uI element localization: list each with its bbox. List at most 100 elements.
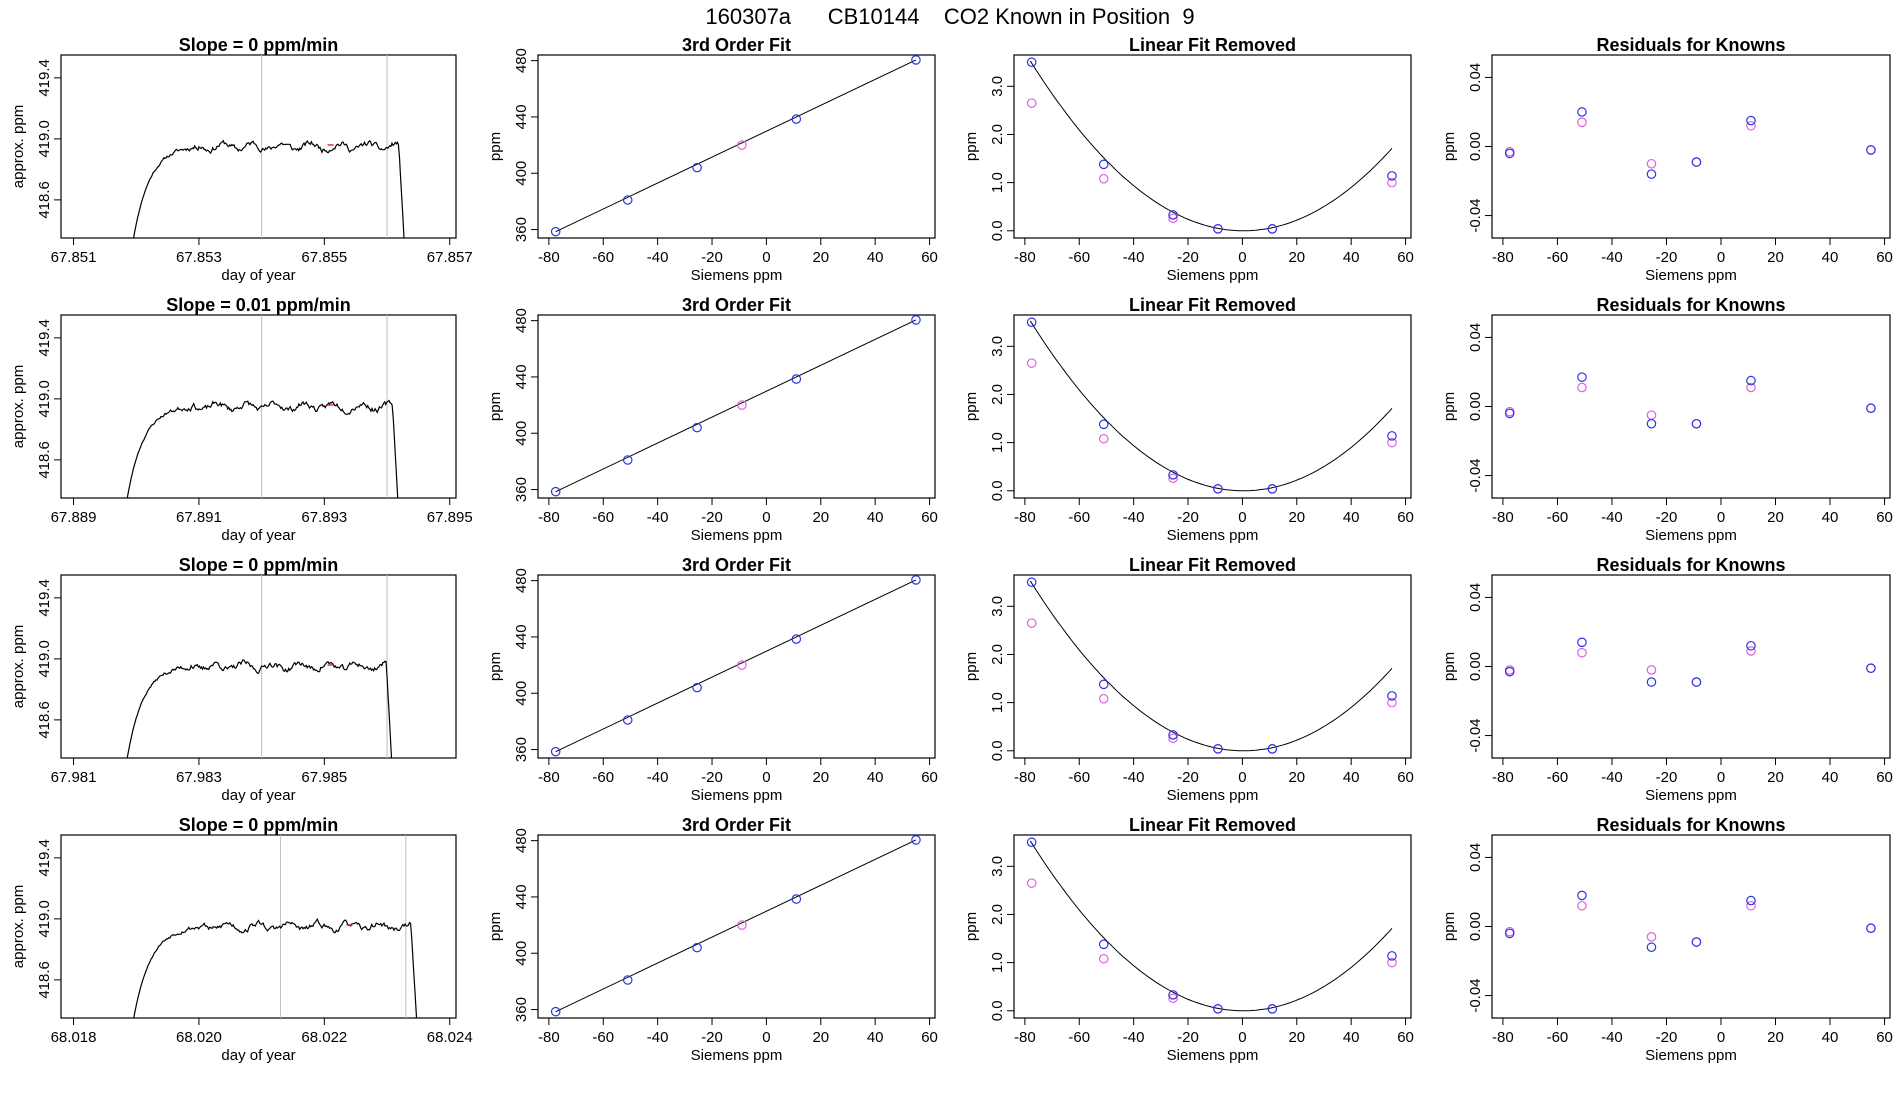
panel-r3-c3-point-magenta bbox=[1026, 618, 1037, 628]
panel-r2-c1-ylabel: approx. ppm bbox=[10, 365, 27, 448]
panel-r4-c1-xtick-label: 68.024 bbox=[427, 1029, 473, 1046]
panel-r2-c1-trace bbox=[126, 399, 399, 498]
panel-r2-c1-xtick-label: 67.889 bbox=[51, 509, 97, 526]
panel-r2-c3-ylabel: ppm bbox=[963, 392, 980, 421]
panel-r2-c2-ytick-label: 440 bbox=[513, 364, 530, 389]
panel-r4-c4-point-blue bbox=[1866, 923, 1876, 934]
panel-r1-c3-point-magenta bbox=[1168, 213, 1178, 224]
panel-r1-c1-ylabel: approx. ppm bbox=[10, 105, 27, 188]
panel-r3-c3-xtick-label: -40 bbox=[1123, 769, 1145, 786]
panel-r2-c4-point-blue bbox=[1577, 372, 1587, 382]
panel-r1-c1-xtick-label: 67.853 bbox=[176, 249, 222, 266]
panel-r3-c4-frame bbox=[1491, 574, 1891, 759]
panel-r2-c1-xlabel: day of year bbox=[221, 527, 295, 544]
panel-r1-c3-xtick-label: -60 bbox=[1068, 249, 1090, 266]
panel-r3-c4-xlabel: Siemens ppm bbox=[1645, 787, 1737, 804]
panel-r4-c3-xtick-label: -20 bbox=[1177, 1029, 1199, 1046]
panel-r1-c3-ylabel: ppm bbox=[963, 132, 980, 161]
panel-r3-c2-ytick-label: 360 bbox=[513, 737, 530, 762]
panel-r1-c2-xtick-label: 20 bbox=[812, 249, 829, 266]
panel-r3-c2-point-blue bbox=[622, 715, 633, 725]
panel-r3-c3-ylabel: ppm bbox=[963, 652, 980, 681]
panel-r3-c2-xtick-label: -20 bbox=[701, 769, 723, 786]
panel-r4-c1-ytick-label: 419.0 bbox=[36, 900, 53, 938]
panel-r2-c3-point-magenta bbox=[1387, 437, 1397, 448]
panel-r4-c4-ytick-label: -0.04 bbox=[1467, 978, 1484, 1012]
panel-r4-c2-xtick-label: 40 bbox=[867, 1029, 884, 1046]
panel-r1-c2-xlabel: Siemens ppm bbox=[691, 267, 783, 284]
panel-r4-c3-title: Linear Fit Removed bbox=[1129, 815, 1296, 835]
panel-r2-c3-point-blue bbox=[1098, 419, 1109, 430]
panel-r3-c2-point-blue bbox=[791, 634, 802, 644]
panel-r2-c4-frame bbox=[1491, 314, 1891, 499]
panel-r1-c3-point-magenta bbox=[1387, 177, 1397, 188]
panel-r3-c4-xtick-label: -40 bbox=[1601, 769, 1623, 786]
panel-r1-c2-ytick-label: 440 bbox=[513, 104, 530, 129]
panel-r1-c1-xtick-label: 67.855 bbox=[301, 249, 347, 266]
panel-r2-c3-point-magenta bbox=[1026, 358, 1037, 368]
panel-r2-c2-ytick-label: 480 bbox=[513, 308, 530, 333]
panel-r1-c1-trace bbox=[133, 139, 405, 238]
panel-r2-c2-xtick-label: -20 bbox=[701, 509, 723, 526]
panel-r3-c3-point-blue bbox=[1098, 679, 1109, 690]
panel-r1-c2-frame bbox=[537, 54, 936, 239]
panel-r4-c2-point-blue bbox=[791, 894, 802, 904]
panel-r2-c2-xtick-label: 60 bbox=[921, 509, 938, 526]
panel-r4-c2-ytick-label: 360 bbox=[513, 997, 530, 1022]
panel-r1-c4-ytick-label: -0.04 bbox=[1467, 198, 1484, 232]
panel-r4-c4-point-blue bbox=[1646, 942, 1657, 953]
panel-r1-c4-xtick-label: -20 bbox=[1656, 249, 1678, 266]
panel-r3-c4-ytick-label: -0.04 bbox=[1467, 718, 1484, 752]
panel-r4-c1-ytick-label: 418.6 bbox=[36, 961, 53, 999]
panel-r1-c3-ytick-label: 2.0 bbox=[989, 124, 1006, 145]
panel-r1-c2-point-magenta bbox=[737, 140, 747, 150]
panel-r1-c3-xtick-label: 0 bbox=[1238, 249, 1246, 266]
panel-r2-c4-ylabel: ppm bbox=[1441, 392, 1458, 421]
panel-r3-c1-trace bbox=[126, 659, 393, 758]
panel-r2-c4-ytick-label: 0.04 bbox=[1467, 323, 1484, 352]
panel-r1-c2-xtick-label: 40 bbox=[867, 249, 884, 266]
panel-r1-c2-point-blue bbox=[550, 226, 561, 237]
panel-r1-c2-ylabel: ppm bbox=[487, 132, 504, 161]
panel-r3-c3-frame bbox=[1013, 574, 1412, 759]
panel-r4-c1-ytick-label: 419.4 bbox=[36, 839, 53, 877]
panel-r3-c3-point-magenta bbox=[1168, 733, 1178, 744]
panel-r3-c2: 3rd Order Fit -80 -60 -40 -20 0 20 40 60 360 400 44… bbox=[487, 555, 938, 804]
panel-r4-c4-ytick-label: 0.00 bbox=[1467, 912, 1484, 941]
panel-r1-c2-xtick-label: 60 bbox=[921, 249, 938, 266]
panel-r3-c4-ylabel: ppm bbox=[1441, 652, 1458, 681]
panel-r4-c4-xtick-label: -80 bbox=[1492, 1029, 1514, 1046]
panel-r1-c4-point-blue bbox=[1691, 157, 1702, 167]
panel-r2-c4-ytick-label: 0.00 bbox=[1467, 392, 1484, 421]
panel-r4-c2-point-blue bbox=[550, 1006, 561, 1017]
panel-r1-c4-xtick-label: -80 bbox=[1492, 249, 1514, 266]
figure-title: 160307a CB10144 CO2 Known in Position 9 bbox=[705, 4, 1195, 29]
panel-r4-c2-xtick-label: 60 bbox=[921, 1029, 938, 1046]
panel-r2-c3-xtick-label: 60 bbox=[1397, 509, 1414, 526]
panel-r3-c3-xtick-label: 20 bbox=[1288, 769, 1305, 786]
panel-r3-c4-point-blue bbox=[1646, 677, 1657, 687]
panel-r4-c1-xtick-label: 68.022 bbox=[301, 1029, 347, 1046]
panel-r2-c3-xtick-label: 20 bbox=[1288, 509, 1305, 526]
panel-r3-c2-xtick-label: -60 bbox=[592, 769, 614, 786]
panel-r1-c1: Slope = 0 ppm/min 67.851 67.853 67.855 67.85… bbox=[10, 35, 473, 284]
panel-r3-c4-point-blue bbox=[1577, 637, 1587, 648]
panel-r2-c4-xtick-label: -80 bbox=[1492, 509, 1514, 526]
panel-r1-c3-frame bbox=[1013, 54, 1412, 239]
panel-r1-c3-point-blue bbox=[1026, 57, 1037, 68]
panel-r3-c3-fit-curve bbox=[1029, 580, 1393, 752]
panel-r1-c1-ytick-label: 419.0 bbox=[36, 120, 53, 158]
panel-r3-c2-xtick-label: 20 bbox=[812, 769, 829, 786]
panel-r4-c2-xtick-label: -20 bbox=[701, 1029, 723, 1046]
panel-r1-c3-point-blue bbox=[1267, 224, 1278, 234]
panel-r2-c2-xtick-label: -60 bbox=[592, 509, 614, 526]
panel-r3-c1: Slope = 0 ppm/min 67.981 67.983 67.985 418.6… bbox=[10, 555, 457, 804]
panel-r2-c2-xtick-label: 20 bbox=[812, 509, 829, 526]
panel-r1-c2-ytick-label: 400 bbox=[513, 161, 530, 186]
panel-r2-c3-ytick-label: 2.0 bbox=[989, 384, 1006, 405]
panel-r1-c3-point-blue bbox=[1213, 224, 1223, 234]
panel-r2-c4-point-blue bbox=[1504, 408, 1515, 419]
panel-r3-c1-ylabel: approx. ppm bbox=[10, 625, 27, 708]
panel-r1-c2-ytick-label: 480 bbox=[513, 48, 530, 73]
